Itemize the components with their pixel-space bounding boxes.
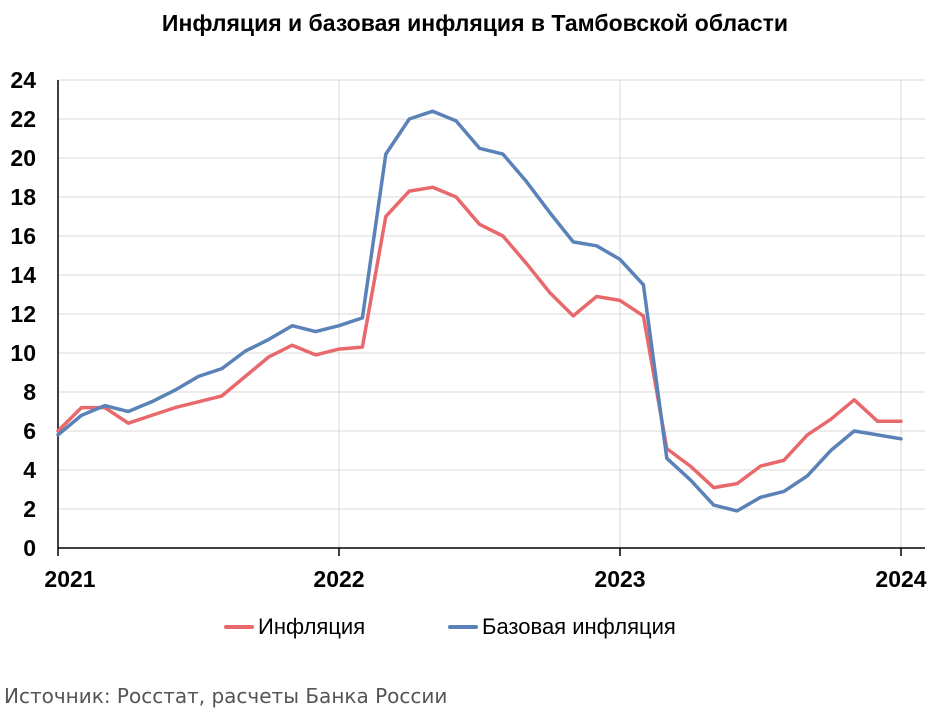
legend-item-inflation: Инфляция <box>224 614 365 640</box>
x-tick-label: 2024 <box>875 566 926 592</box>
y-tick-label: 2 <box>23 496 36 522</box>
series-line-core-inflation <box>56 109 903 513</box>
y-tick-label: 6 <box>23 418 36 444</box>
x-tick-labels: 2021 2022 2023 2024 <box>44 566 926 592</box>
legend-swatch-inflation <box>224 625 254 629</box>
y-tick-label: 18 <box>10 184 36 210</box>
y-tick-label: 10 <box>10 340 36 366</box>
legend-label-core-inflation: Базовая инфляция <box>482 614 676 639</box>
legend-item-core-inflation: Базовая инфляция <box>448 614 676 640</box>
y-tick-label: 8 <box>23 379 36 405</box>
series-lines <box>56 109 903 513</box>
axes <box>57 80 925 556</box>
legend-swatch-core-inflation <box>448 625 478 629</box>
legend-label-inflation: Инфляция <box>258 614 366 639</box>
y-tick-label: 16 <box>10 223 36 249</box>
legend: Инфляция Базовая инфляция <box>0 614 950 644</box>
y-tick-label: 14 <box>10 262 36 288</box>
x-tick-label: 2021 <box>44 566 95 592</box>
x-tick-label: 2023 <box>594 566 645 592</box>
chart-title: Инфляция и базовая инфляция в Тамбовской… <box>161 10 789 36</box>
series-line-inflation <box>56 185 903 490</box>
y-tick-label: 4 <box>23 457 36 483</box>
y-tick-label: 24 <box>10 67 36 93</box>
y-tick-label: 22 <box>10 106 36 132</box>
y-tick-label: 12 <box>10 301 36 327</box>
grid-lines <box>58 79 925 548</box>
x-tick-label: 2022 <box>313 566 364 592</box>
y-tick-label: 20 <box>10 145 36 171</box>
y-tick-label: 0 <box>23 535 36 561</box>
source-note: Источник: Росстат, расчеты Банка России <box>4 684 448 708</box>
